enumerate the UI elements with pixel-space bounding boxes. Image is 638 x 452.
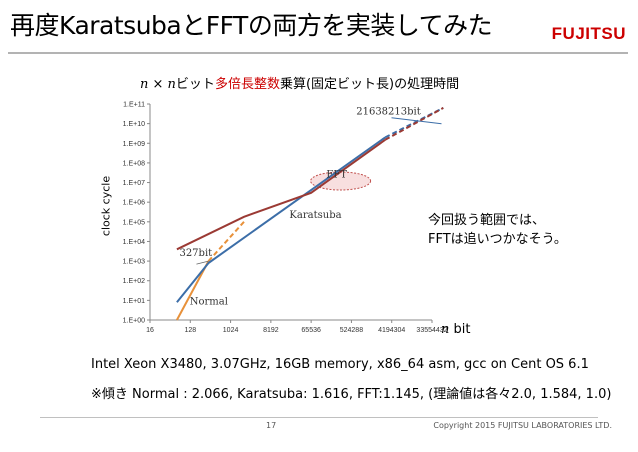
x-tick-label: 524288 — [340, 327, 363, 334]
x-tick-label: 8192 — [263, 327, 279, 334]
annotation-normal: Normal — [190, 296, 228, 307]
y-tick-label: 1.E+04 — [123, 239, 145, 246]
fujitsu-logo: FUJITSU — [551, 24, 626, 43]
annotation-327bit-pointer — [196, 260, 209, 265]
annotation-crossover-bit: 21638213bit — [356, 107, 421, 118]
series-line-fft — [176, 138, 386, 251]
note-line-2: FFTは追いつかなそう。 — [428, 232, 567, 247]
series-extrapolation-karatsuba — [384, 107, 444, 139]
chart-title-part-a: ビット — [175, 77, 215, 92]
y-tick-label: 1.E+11 — [123, 102, 145, 109]
x-axis-label: n bit — [441, 322, 470, 337]
x-tick-label: 65536 — [301, 327, 321, 334]
annotation-karatsuba: Karatsuba — [289, 210, 341, 221]
x-axis-label-unit: bit — [449, 322, 471, 337]
page-number: 17 — [266, 421, 277, 430]
series-extrapolation-fft — [384, 107, 444, 141]
note-line-1: 今回扱う範囲では、 — [428, 213, 546, 228]
slide-title: 再度KaratsubaとFFTの両方を実装してみた — [10, 11, 493, 40]
y-tick-label: 1.E+07 — [123, 180, 145, 187]
chart-title: n × nビット多倍長整数乗算(固定ビット長)の処理時間 — [140, 73, 459, 92]
footer-divider — [40, 417, 598, 418]
conclusion-note: 今回扱う範囲では、 FFTは追いつかなそう。 — [428, 211, 567, 249]
chart-title-highlight: 多倍長整数 — [214, 77, 280, 92]
y-tick-label: 1.E+03 — [123, 259, 145, 266]
chart-title-part-b: 乗算(固定ビット長)の処理時間 — [279, 77, 460, 92]
series-extrapolation-normal — [207, 221, 245, 262]
annotation-327bit: 327bit — [179, 248, 212, 259]
slope-note: ※傾き Normal : 2.066, Karatsuba: 1.616, FF… — [91, 387, 612, 402]
y-tick-label: 1.E+00 — [123, 318, 145, 325]
system-spec: Intel Xeon X3480, 3.07GHz, 16GB memory, … — [91, 357, 589, 372]
x-tick-label: 33554432 — [416, 327, 447, 334]
y-tick-label: 1.E+06 — [123, 200, 145, 207]
chart-title-var1: n — [140, 77, 149, 92]
series-line-karatsuba — [176, 136, 386, 303]
y-tick-label: 1.E+08 — [123, 160, 145, 167]
x-tick-label: 4194304 — [378, 327, 405, 334]
y-tick-label: 1.E+01 — [123, 298, 145, 305]
x-tick-label: 128 — [184, 327, 196, 334]
chart-title-times: × — [148, 77, 168, 92]
y-tick-label: 1.E+10 — [123, 121, 145, 128]
y-tick-label: 1.E+05 — [123, 219, 145, 226]
y-tick-label: 1.E+02 — [123, 278, 145, 285]
x-tick-label: 16 — [146, 327, 154, 334]
chart-title-var2: n — [167, 77, 176, 92]
y-tick-label: 1.E+09 — [123, 141, 145, 148]
annotation-crossover-arrow — [391, 117, 442, 125]
copyright: Copyright 2015 FUJITSU LABORATORIES LTD. — [433, 421, 612, 430]
x-axis-label-var: n — [441, 322, 450, 337]
title-divider — [8, 52, 628, 54]
annotation-fft: FFT — [326, 170, 347, 181]
x-tick-label: 1024 — [223, 327, 239, 334]
